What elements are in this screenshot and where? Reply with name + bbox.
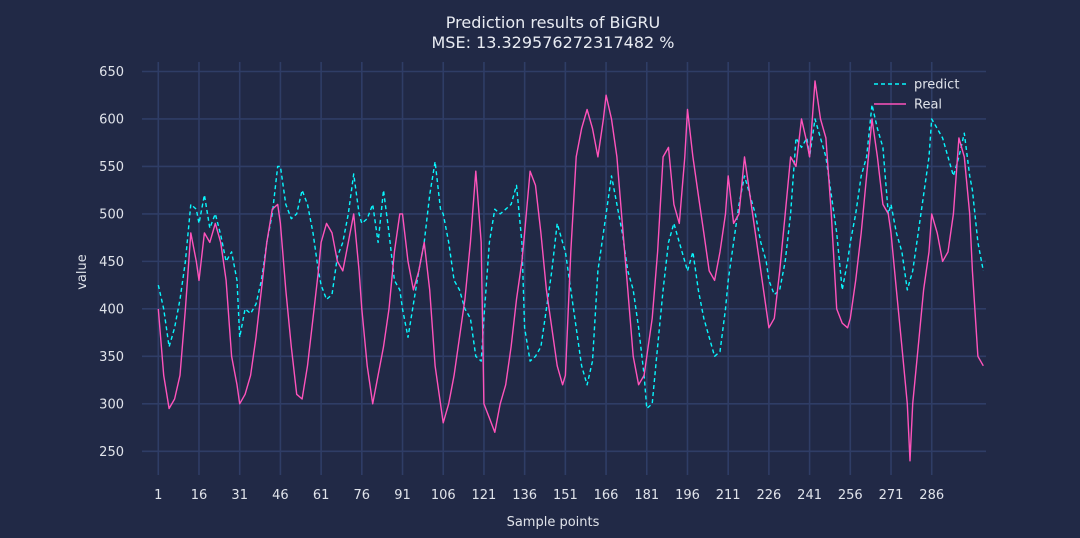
- x-tick-label: 181: [634, 488, 659, 503]
- x-tick-label: 61: [313, 488, 330, 503]
- x-axis-ticks: 1 16 31 46 61 76 91 106 121 136 151 166 181 196 211 226…: [154, 488, 944, 503]
- legend: predict Real: [874, 78, 959, 113]
- y-tick-label: 600: [99, 112, 124, 127]
- y-tick-label: 500: [99, 207, 124, 222]
- y-tick-label: 300: [99, 397, 124, 412]
- y-tick-label: 650: [99, 65, 124, 80]
- y-axis-ticks: 250 300 350 400 450 500 550 600 650: [99, 65, 124, 460]
- x-tick-label: 196: [675, 488, 700, 503]
- y-tick-label: 450: [99, 255, 124, 270]
- series-line-predict: [157, 104, 984, 410]
- x-tick-label: 31: [231, 488, 248, 503]
- legend-real-label: Real: [914, 98, 942, 113]
- grid: [142, 62, 986, 475]
- legend-predict-label: predict: [914, 78, 959, 93]
- chart-subtitle: MSE: 13.329576272317482 %: [432, 33, 675, 52]
- x-tick-label: 211: [716, 488, 741, 503]
- x-tick-label: 271: [879, 488, 904, 503]
- x-tick-label: 16: [191, 488, 208, 503]
- series-line-real: [157, 80, 984, 462]
- x-tick-label: 76: [354, 488, 371, 503]
- x-tick-label: 91: [394, 488, 411, 503]
- x-tick-label: 106: [431, 488, 456, 503]
- y-tick-label: 550: [99, 160, 124, 175]
- y-tick-label: 350: [99, 350, 124, 365]
- x-tick-label: 166: [594, 488, 619, 503]
- x-tick-label: 241: [797, 488, 822, 503]
- chart-title: Prediction results of BiGRU: [446, 13, 660, 32]
- x-tick-label: 121: [472, 488, 497, 503]
- x-tick-label: 286: [919, 488, 944, 503]
- y-axis-label: value: [75, 254, 90, 290]
- y-tick-label: 400: [99, 302, 124, 317]
- x-tick-label: 1: [154, 488, 162, 503]
- x-tick-label: 46: [272, 488, 289, 503]
- x-tick-label: 226: [756, 488, 781, 503]
- x-tick-label: 151: [553, 488, 578, 503]
- x-axis-label: Sample points: [507, 515, 600, 530]
- y-tick-label: 250: [99, 445, 124, 460]
- series-layer: [157, 80, 984, 462]
- x-tick-label: 256: [838, 488, 863, 503]
- x-tick-label: 136: [512, 488, 537, 503]
